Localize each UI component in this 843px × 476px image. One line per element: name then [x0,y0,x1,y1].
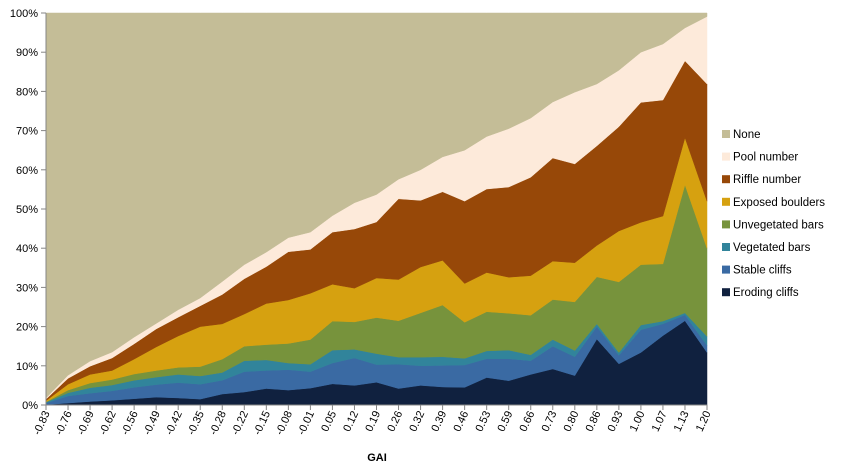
x-tick-label: 0.39 [429,409,449,433]
legend-swatch [722,152,730,161]
x-axis-tick-labels: -0.83 -0.76 -0.69 -0.62 -0.56 -0.49 -0.42 -0.35… [31,409,713,437]
legend-label: Exposed boulders [733,197,825,209]
axes-layer [41,12,708,410]
x-tick-label: 1.13 [672,409,692,433]
legend-swatch [722,243,730,251]
y-tick-label: 30% [16,282,38,294]
x-tick-label: 1.00 [628,409,648,433]
x-tick-label: 0.66 [518,409,538,433]
x-tick-label: -0.76 [53,409,74,437]
x-tick-label: -0.83 [31,409,52,437]
legend-swatch [722,288,730,297]
legend-swatch [722,130,730,138]
legend-label: Unvegetated bars [733,219,824,231]
y-tick-label: 40% [16,243,38,255]
y-tick-label: 10% [16,361,38,373]
legend-label: Vegetated bars [733,242,811,254]
legend-label: Riffle number [733,174,801,186]
x-axis-title: GAI [367,452,387,464]
y-tick-label: 60% [16,165,38,177]
x-tick-label: 0.19 [363,409,383,433]
area-series-layer [45,12,708,406]
x-tick-label: 0.46 [451,409,471,433]
x-tick-label: -0.56 [119,409,140,437]
y-tick-label: 20% [16,322,38,334]
x-tick-label: 0.80 [562,409,582,433]
x-tick-label: 0.59 [495,409,515,433]
x-tick-label: -0.35 [185,409,206,437]
legend-label: Pool number [733,152,798,164]
x-tick-label: 0.32 [407,409,427,433]
x-tick-label: 1.20 [694,409,714,433]
x-tick-label: 0.53 [473,409,493,433]
y-tick-label: 70% [16,126,38,138]
x-tick-label: 0.12 [341,409,361,433]
area-none [45,12,708,399]
x-tick-label: -0.15 [252,409,273,437]
y-tick-label: 100% [10,8,38,20]
x-tick-label: 0.26 [385,409,405,433]
x-tick-label: 1.07 [650,409,670,433]
x-tick-label: 0.73 [540,409,560,433]
x-tick-label: 0.93 [606,409,626,433]
x-tick-label: -0.28 [208,409,229,437]
y-tick-label: 50% [16,204,38,216]
x-tick-label: -0.62 [97,409,118,437]
x-tick-label: -0.42 [163,409,184,437]
y-tick-label: 80% [16,86,38,98]
legend-label: Eroding cliffs [733,287,799,299]
y-axis-tick-labels: 0% 10% 20% 30% 40% 50% 60% 70% 80% 90% 100% [10,8,38,412]
legend: None Pool number Riffle number Exposed boul… [722,129,825,299]
x-tick-label: 0.86 [584,409,604,433]
y-tick-label: 0% [22,400,38,412]
x-tick-label: -0.69 [75,409,96,437]
legend-label: Stable cliffs [733,265,792,277]
x-tick-label: -0.08 [274,409,295,437]
x-tick-label: -0.49 [141,409,162,437]
legend-swatch [722,265,730,274]
legend-swatch [722,197,730,206]
x-tick-label: -0.22 [230,409,251,437]
x-tick-label: 0.05 [319,409,339,433]
legend-swatch [722,220,730,229]
y-tick-label: 90% [16,47,38,59]
x-tick-label: -0.01 [296,409,317,437]
legend-label: None [733,129,761,141]
legend-swatch [722,175,730,184]
